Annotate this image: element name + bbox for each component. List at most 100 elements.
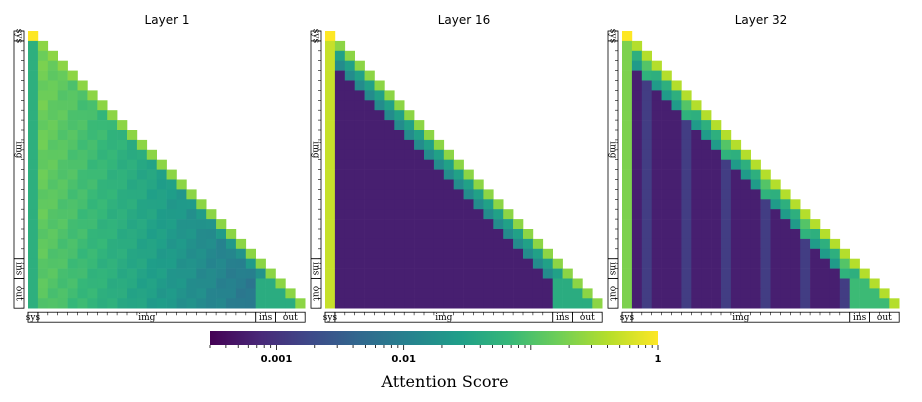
heatmap-cell <box>483 229 494 240</box>
heatmap-cell <box>77 130 88 141</box>
heatmap-cell <box>384 130 395 141</box>
heatmap-cell <box>127 199 138 210</box>
heatmap-cell <box>562 278 573 289</box>
heatmap-cell <box>77 169 88 180</box>
heatmap-cell <box>681 268 692 279</box>
heatmap-cell <box>186 199 197 210</box>
heatmap-cell <box>473 199 484 210</box>
heatmap-cell <box>47 209 58 220</box>
heatmap-cell <box>721 258 732 269</box>
heatmap-cell <box>196 219 207 230</box>
heatmap-cell <box>641 90 652 101</box>
heatmap-cell <box>374 298 385 309</box>
heatmap-cell <box>523 248 534 259</box>
heatmap-cell <box>97 268 108 279</box>
heatmap-cell <box>424 130 435 141</box>
heatmap-cell <box>750 238 761 250</box>
heatmap-cell <box>760 169 771 180</box>
heatmap-cell <box>166 298 177 309</box>
heatmap-cell <box>334 179 346 190</box>
x-segment-label: img <box>732 313 749 323</box>
heatmap-cell <box>681 130 692 141</box>
heatmap-cell <box>67 298 78 309</box>
heatmap-cell <box>582 298 593 309</box>
heatmap-cell <box>354 159 365 170</box>
heatmap-cell <box>127 248 138 259</box>
heatmap-cell <box>107 159 118 170</box>
heatmap-cell <box>77 288 88 299</box>
heatmap-cell <box>790 298 801 309</box>
heatmap-cell <box>800 258 811 269</box>
heatmap-cell <box>681 248 692 259</box>
heatmap-cell <box>770 268 781 279</box>
heatmap-cell <box>57 298 68 309</box>
heatmap-cell <box>453 268 464 279</box>
heatmap-cell <box>711 199 722 210</box>
y-segment-label: ins <box>311 262 321 276</box>
heatmap-cell <box>235 248 247 259</box>
heatmap-cell <box>631 60 643 71</box>
heatmap-cell <box>523 268 534 279</box>
heatmap-cell <box>67 100 78 111</box>
heatmap-cell <box>146 209 157 220</box>
heatmap-cell <box>176 189 187 200</box>
heatmap-cell <box>384 90 395 101</box>
heatmap-cell <box>721 189 732 200</box>
heatmap-cell <box>424 179 435 190</box>
heatmap-cell <box>117 238 128 250</box>
heatmap-cell <box>681 90 692 101</box>
heatmap-cell <box>631 90 643 101</box>
heatmap-cell <box>87 268 98 279</box>
heatmap-cell <box>67 120 78 131</box>
heatmap-cell <box>325 159 336 170</box>
heatmap-cell <box>394 229 405 240</box>
heatmap-cell <box>790 199 801 210</box>
heatmap-cell <box>37 248 49 259</box>
heatmap-cell <box>651 169 662 180</box>
heatmap-cell <box>404 298 415 309</box>
heatmap-cell <box>245 298 256 309</box>
heatmap-cell <box>57 90 68 101</box>
heatmap-cell <box>414 229 425 240</box>
heatmap-cell <box>67 268 78 279</box>
heatmap-cell <box>701 258 712 269</box>
heatmap-cell <box>28 40 39 52</box>
heatmap-cell <box>37 209 49 220</box>
heatmap-cell <box>740 209 751 220</box>
heatmap-cell <box>691 229 702 240</box>
heatmap-cell <box>374 110 385 121</box>
heatmap-cell <box>641 238 652 250</box>
heatmap-cell <box>384 169 395 180</box>
heatmap-cell <box>28 100 39 111</box>
heatmap-cell <box>483 248 494 259</box>
heatmap-cell <box>364 268 375 279</box>
heatmap-cell <box>384 238 395 250</box>
heatmap-cell <box>186 229 197 240</box>
heatmap-cell <box>47 110 58 121</box>
heatmap-cell <box>691 258 702 269</box>
heatmap-cell <box>146 258 157 269</box>
heatmap-cell <box>334 149 346 160</box>
heatmap-cell <box>760 298 771 309</box>
heatmap-cell <box>67 248 78 259</box>
heatmap-cell <box>671 199 682 210</box>
heatmap-cell <box>641 189 652 200</box>
colorbar-tick-label: 0.01 <box>391 354 416 365</box>
heatmap-cell <box>186 189 197 200</box>
heatmap-cell <box>622 70 633 81</box>
heatmap-cell <box>622 110 633 121</box>
heatmap-cell <box>57 179 68 190</box>
heatmap-cell <box>127 268 138 279</box>
heatmap-cell <box>354 169 365 180</box>
heatmap-cell <box>414 120 425 131</box>
heatmap-cell <box>57 159 68 170</box>
heatmap-cell <box>641 120 652 131</box>
heatmap-cell <box>503 288 514 299</box>
heatmap-cell <box>503 229 514 240</box>
heatmap-cell <box>701 199 712 210</box>
heatmap-cell <box>443 229 454 240</box>
heatmap-cell <box>37 258 49 269</box>
heatmap-cell <box>37 268 49 279</box>
heatmap-cell <box>780 189 791 200</box>
heatmap-cell <box>37 40 49 52</box>
